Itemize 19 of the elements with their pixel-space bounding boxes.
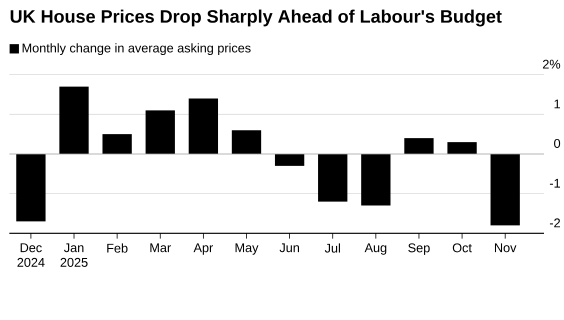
x-tick-label: Dec 2024 (17, 243, 45, 267)
x-tick-label: Aug (364, 243, 386, 255)
chart-title: UK House Prices Drop Sharply Ahead of Labour's Budget (10, 10, 502, 26)
x-tick-label: Sep (408, 243, 430, 255)
y-tick-label: 0 (554, 138, 560, 148)
x-tick-label: Nov (494, 243, 516, 252)
y-tick-label: -1 (550, 178, 560, 188)
x-tick-label: Feb (107, 243, 128, 253)
y-tick-label: 2% (542, 60, 560, 69)
x-tick-label: Jan 2025 (60, 243, 88, 267)
x-tick-label: Apr (194, 243, 214, 255)
x-tick-label: Jun (280, 243, 299, 252)
x-tick-label: Jul (324, 243, 340, 253)
x-tick-label: Mar (150, 243, 171, 252)
legend-label: Monthly change in average asking prices (22, 43, 251, 56)
y-tick-label: 1 (554, 100, 560, 108)
y-tick-label: -2 (550, 218, 560, 228)
x-tick-label: May (236, 243, 258, 255)
x-tick-label: Oct (452, 243, 472, 252)
